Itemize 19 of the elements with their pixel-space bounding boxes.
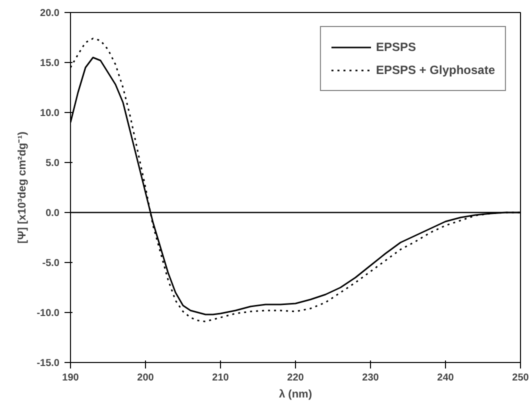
legend-label: EPSPS bbox=[376, 40, 416, 54]
x-tick-label: 200 bbox=[137, 372, 154, 384]
legend-label: EPSPS + Glyphosate bbox=[376, 63, 495, 77]
y-axis-title: [Ψ] [x10³deg cm²dg⁻¹) bbox=[16, 131, 29, 244]
y-tick-label: 15.0 bbox=[40, 58, 60, 69]
y-tick-label: -10.0 bbox=[36, 308, 60, 319]
x-axis-title: λ (nm) bbox=[279, 388, 312, 400]
y-tick-label: 10.0 bbox=[40, 108, 60, 119]
y-tick-label: -5.0 bbox=[42, 258, 60, 269]
x-tick-label: 230 bbox=[362, 372, 380, 384]
y-tick-label: 5.0 bbox=[46, 158, 60, 169]
y-tick-label: 0.0 bbox=[46, 208, 60, 219]
x-tick-label: 240 bbox=[437, 372, 454, 384]
y-tick-label: -15.0 bbox=[36, 358, 60, 369]
y-tick-label: 20.0 bbox=[40, 8, 60, 19]
x-tick-label: 210 bbox=[212, 372, 230, 384]
x-tick-label: 250 bbox=[512, 372, 530, 384]
x-tick-label: 190 bbox=[62, 372, 80, 384]
x-tick-label: 220 bbox=[287, 372, 304, 384]
